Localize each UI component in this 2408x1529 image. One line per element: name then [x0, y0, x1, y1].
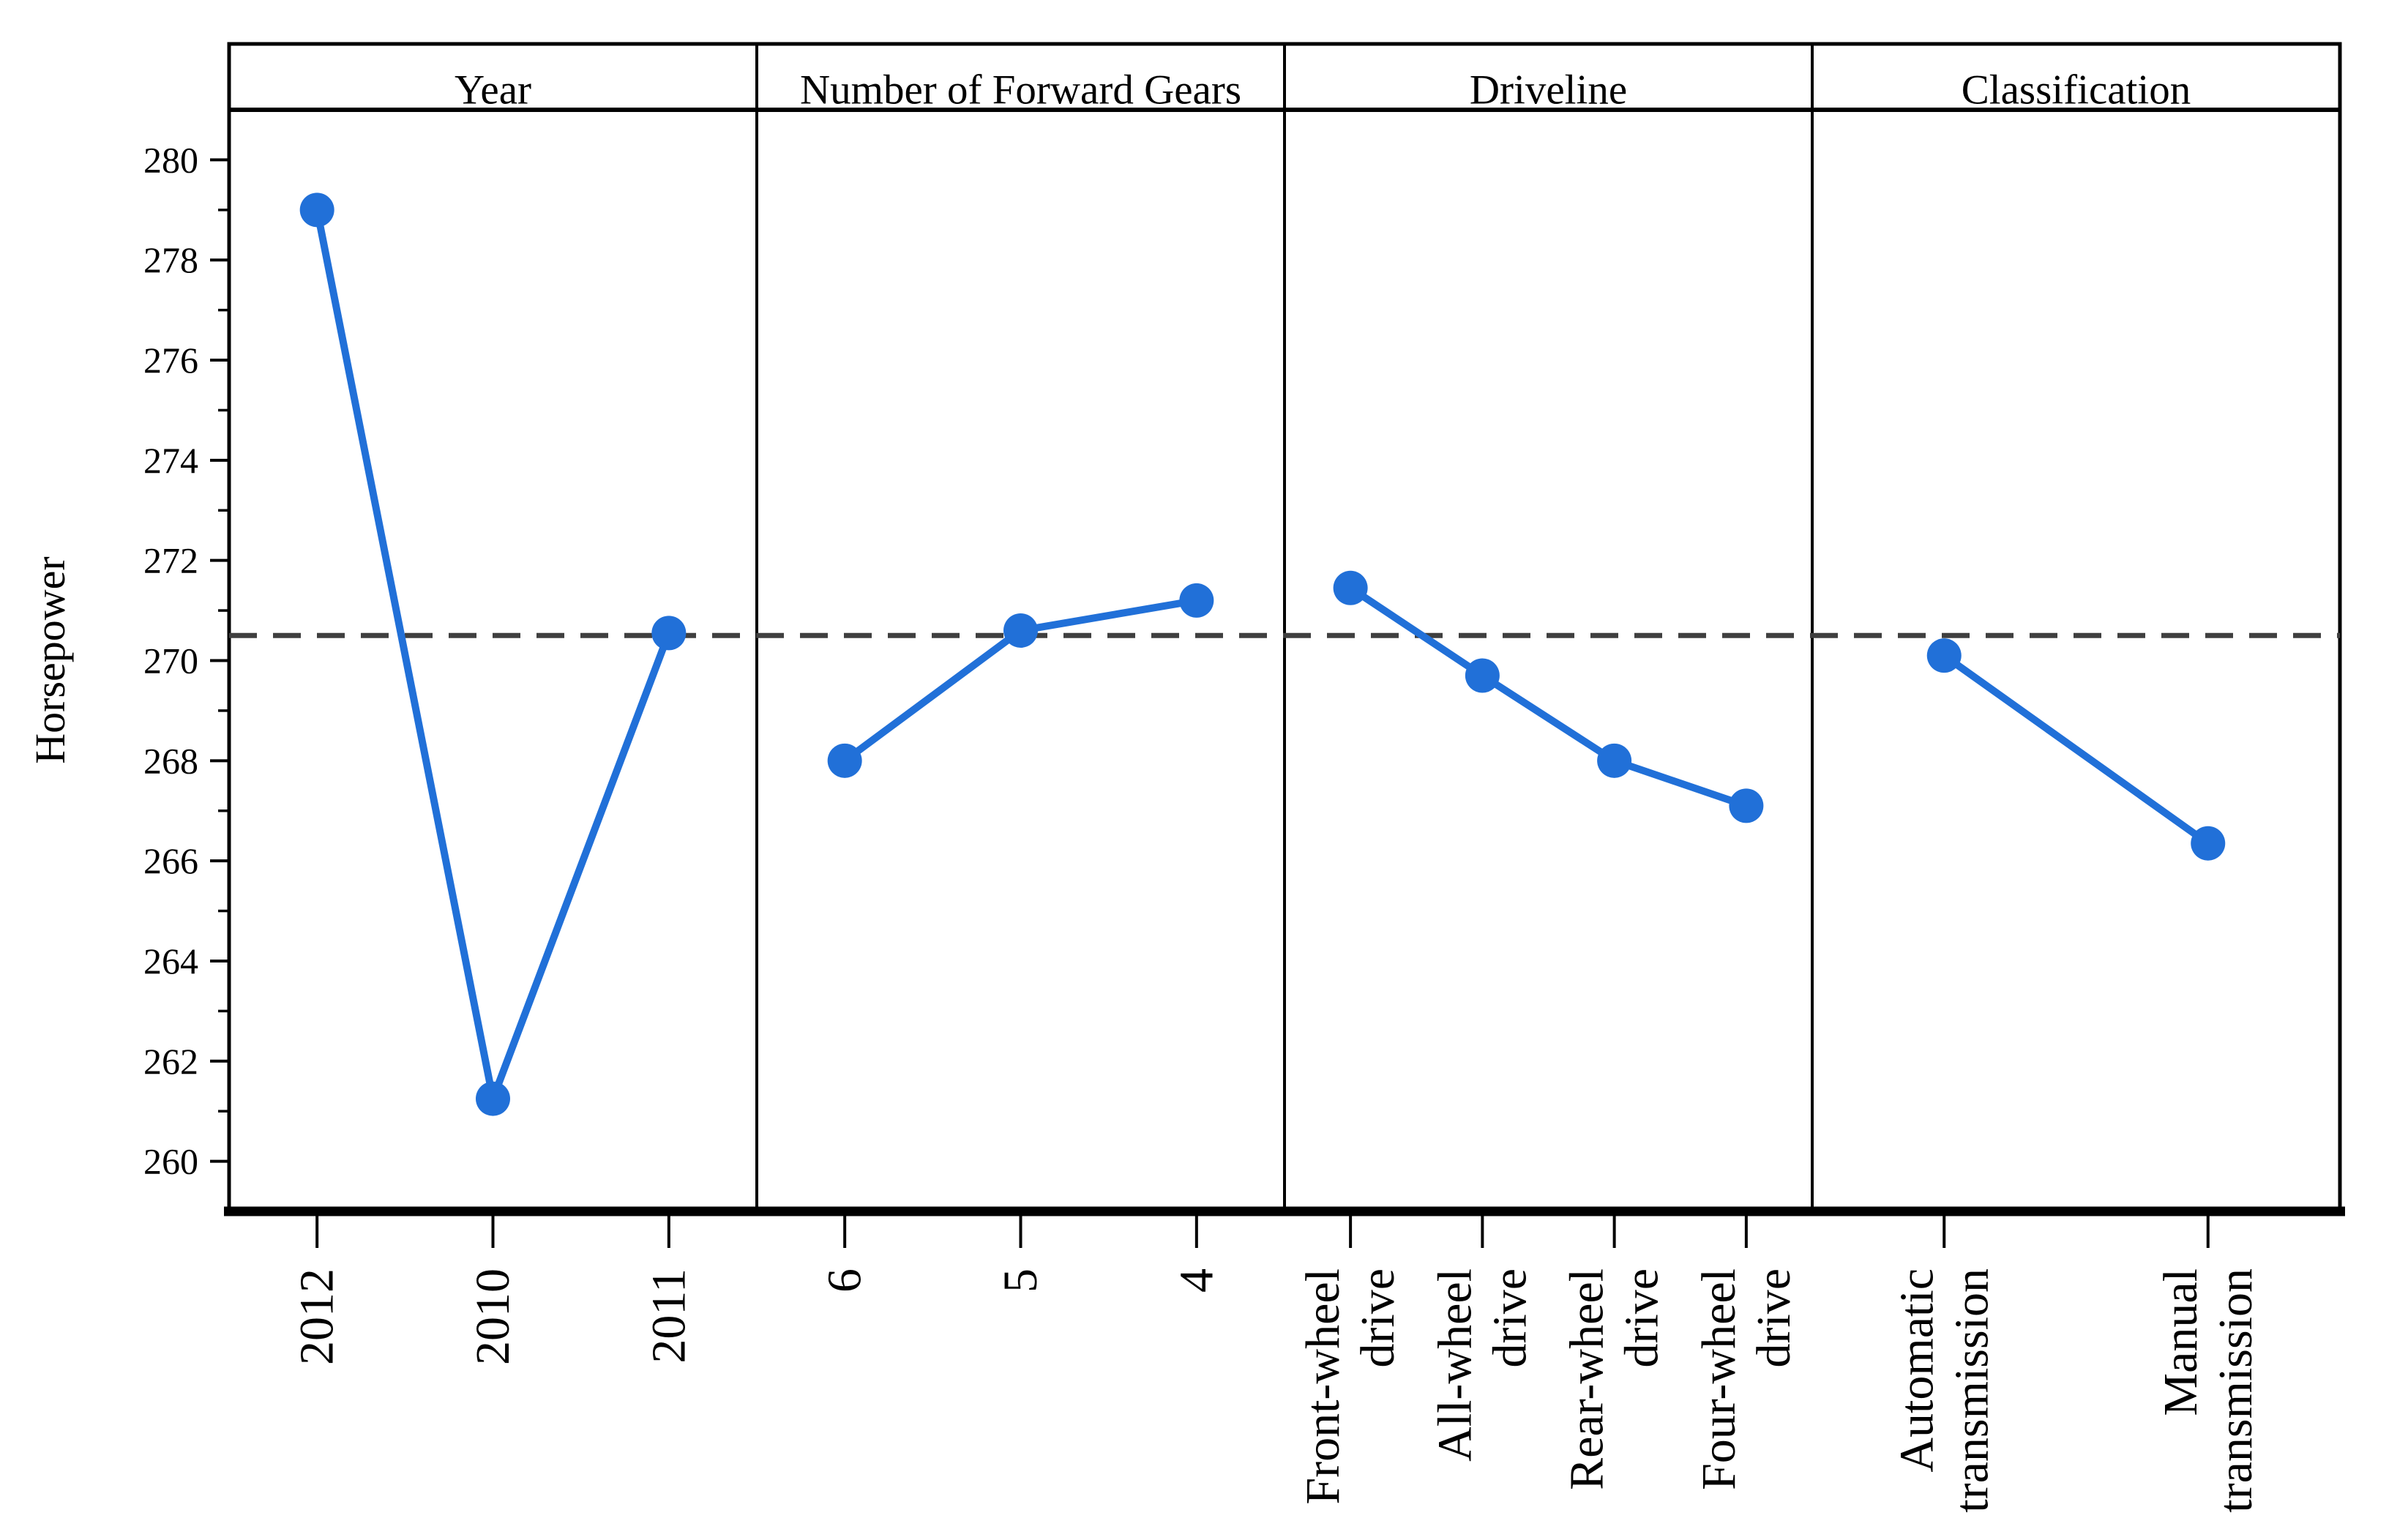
data-point — [1179, 583, 1214, 618]
data-point — [1926, 638, 1962, 673]
x-tick-label: 2012 — [291, 1268, 344, 1365]
y-axis-title: Horsepower — [26, 556, 74, 763]
x-tick-label: Manual — [2154, 1268, 2207, 1416]
series-line — [313, 206, 673, 1103]
x-tick-label: transmission — [2209, 1268, 2262, 1513]
y-tick-label: 264 — [143, 941, 198, 982]
x-tick-label: 2010 — [466, 1268, 520, 1365]
x-tick-label: All-wheel — [1428, 1268, 1481, 1462]
series-line — [1940, 651, 2212, 848]
y-tick-label: 278 — [143, 239, 198, 280]
x-tick-label: drive — [1351, 1268, 1405, 1368]
data-point — [1333, 570, 1368, 605]
data-point — [1597, 743, 1632, 778]
data-point — [299, 192, 334, 228]
x-tick-label: Front-wheel — [1296, 1268, 1350, 1505]
x-tick-label: drive — [1615, 1268, 1669, 1368]
x-tick-label: transmission — [1945, 1268, 1998, 1513]
panel-headers: Year Number of Forward Gears Driveline Clas… — [455, 67, 2191, 113]
x-tick-label: 2011 — [642, 1268, 695, 1364]
y-axis-ticks: 260 262 264 266 268 270 272 274 276 278 280 — [143, 139, 229, 1182]
data-point — [1729, 788, 1764, 823]
y-tick-label: 272 — [143, 540, 198, 581]
x-tick-label: 5 — [994, 1268, 1047, 1293]
y-tick-label: 280 — [143, 139, 198, 180]
y-tick-label: 270 — [143, 640, 198, 681]
data-point — [1003, 613, 1038, 648]
data-point — [2191, 826, 2226, 861]
panel-divider-lines — [755, 44, 1814, 1211]
series-line — [1347, 584, 1750, 810]
x-tick-label: Automatic — [1890, 1268, 1943, 1473]
x-tick-label: 4 — [1170, 1268, 1223, 1293]
y-tick-label: 260 — [143, 1141, 198, 1182]
panel-title: Number of Forward Gears — [800, 67, 1241, 113]
y-tick-label: 276 — [143, 340, 198, 381]
x-tick-label: drive — [1483, 1268, 1536, 1368]
x-axis-ticks: 2012 2010 2011 6 5 4 Front-wheel drive All-wheel… — [291, 1211, 2262, 1513]
data-point — [1465, 658, 1500, 693]
x-tick-label: 6 — [818, 1268, 872, 1293]
x-tick-label: Four-wheel — [1692, 1268, 1746, 1490]
y-tick-label: 262 — [143, 1041, 198, 1082]
data-point — [651, 616, 687, 651]
panel-title: Driveline — [1470, 67, 1627, 113]
data-point — [827, 743, 862, 778]
y-tick-label: 266 — [143, 840, 198, 881]
x-tick-label: Rear-wheel — [1560, 1268, 1614, 1490]
data-point — [476, 1081, 510, 1116]
x-tick-label: drive — [1747, 1268, 1801, 1368]
panel-title: Classification — [1962, 67, 2191, 113]
chart-frame — [224, 42, 2345, 1216]
y-tick-label: 274 — [143, 440, 198, 481]
panel-title: Year — [455, 67, 531, 113]
series-group — [299, 192, 2226, 1116]
y-tick-label: 268 — [143, 740, 198, 781]
